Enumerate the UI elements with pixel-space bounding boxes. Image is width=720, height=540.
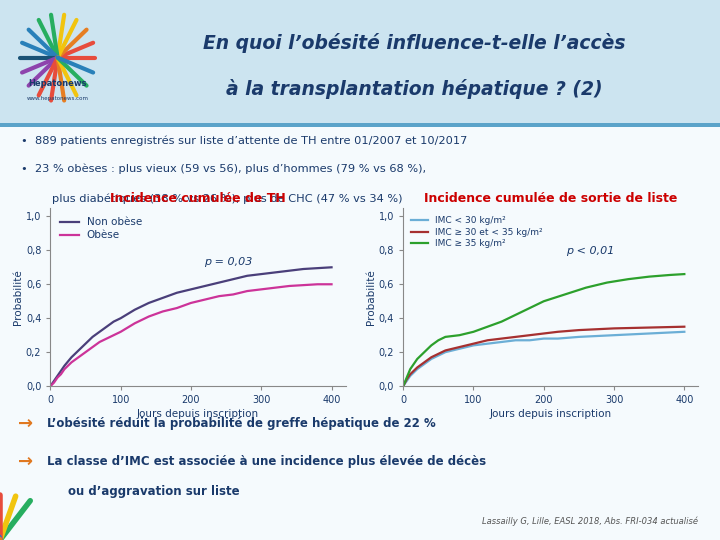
Text: ou d’aggravation sur liste: ou d’aggravation sur liste — [68, 485, 240, 498]
Text: →: → — [18, 453, 33, 471]
Text: •  889 patients enregistrés sur liste d’attente de TH entre 01/2007 et 10/2017: • 889 patients enregistrés sur liste d’a… — [22, 136, 468, 146]
Text: Hepatonews: Hepatonews — [28, 79, 87, 88]
Text: →: → — [18, 415, 33, 433]
Text: Lassailly G, Lille, EASL 2018, Abs. FRI-034 actualisé: Lassailly G, Lille, EASL 2018, Abs. FRI-… — [482, 517, 698, 526]
Legend: IMC < 30 kg/m², IMC ≥ 30 et < 35 kg/m², IMC ≥ 35 kg/m²: IMC < 30 kg/m², IMC ≥ 30 et < 35 kg/m², … — [408, 212, 546, 252]
Text: p = 0,03: p = 0,03 — [204, 257, 252, 267]
Y-axis label: Probabilité: Probabilité — [366, 269, 376, 325]
Text: plus diabétiques (38 % vs 26 %), plus de CHC (47 % vs 34 %): plus diabétiques (38 % vs 26 %), plus de… — [53, 194, 403, 205]
Text: •  23 % obèses : plus vieux (59 vs 56), plus d’hommes (79 % vs 68 %),: • 23 % obèses : plus vieux (59 vs 56), p… — [22, 163, 426, 174]
Text: La classe d’IMC est associée à une incidence plus élevée de décès: La classe d’IMC est associée à une incid… — [47, 455, 486, 468]
Text: p < 0,01: p < 0,01 — [566, 246, 614, 256]
X-axis label: Jours depuis inscription: Jours depuis inscription — [137, 409, 259, 419]
Text: à la transplantation hépatique ? (2): à la transplantation hépatique ? (2) — [225, 79, 603, 99]
Text: L’obésité réduit la probabilité de greffe hépatique de 22 %: L’obésité réduit la probabilité de greff… — [47, 417, 436, 430]
Y-axis label: Probabilité: Probabilité — [13, 269, 23, 325]
Title: Incidence cumulée de TH: Incidence cumulée de TH — [110, 192, 286, 205]
Title: Incidence cumulée de sortie de liste: Incidence cumulée de sortie de liste — [424, 192, 678, 205]
X-axis label: Jours depuis inscription: Jours depuis inscription — [490, 409, 612, 419]
Text: En quoi l’obésité influence-t-elle l’accès: En quoi l’obésité influence-t-elle l’acc… — [203, 32, 625, 52]
Legend: Non obèse, Obèse: Non obèse, Obèse — [55, 213, 146, 245]
Text: www.hepatonews.com: www.hepatonews.com — [27, 96, 89, 101]
